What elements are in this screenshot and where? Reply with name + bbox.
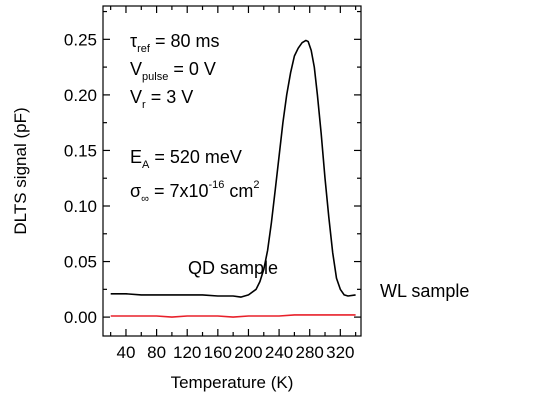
series-line-qd-sample bbox=[110, 39, 356, 298]
y-tick-label: 0.25 bbox=[64, 30, 97, 49]
x-tick-label: 120 bbox=[173, 343, 201, 362]
y-tick-label: 0.15 bbox=[64, 141, 97, 160]
x-axis-title: Temperature (K) bbox=[171, 373, 294, 392]
plot-frame bbox=[102, 5, 362, 337]
axis-tick-labels: 40 80 120 160 200 240 280 320 0.00 0.05 0.10 0.15 0.… bbox=[64, 30, 355, 362]
series-line-wl-sample bbox=[110, 314, 356, 318]
x-tick-label: 200 bbox=[234, 343, 262, 362]
x-tick-label: 320 bbox=[326, 343, 354, 362]
series-label-wl-sample: WL sample bbox=[380, 281, 469, 301]
y-tick-label: 0.05 bbox=[64, 253, 97, 272]
y-tick-label: 0.00 bbox=[64, 308, 97, 327]
x-tick-label: 240 bbox=[265, 343, 293, 362]
x-tick-label: 160 bbox=[204, 343, 232, 362]
sigma-annotation: σ∞ = 7x10-16 cm2 bbox=[130, 179, 260, 205]
x-tick-label: 40 bbox=[117, 343, 136, 362]
tau-ref-annotation: τref = 80 ms bbox=[130, 31, 220, 55]
v-pulse-annotation: Vpulse = 0 V bbox=[130, 59, 216, 83]
series-label-qd-sample: QD sample bbox=[188, 258, 278, 278]
x-tick-label: 80 bbox=[147, 343, 166, 362]
y-tick-label: 0.20 bbox=[64, 86, 97, 105]
e-a-annotation: EA = 520 meV bbox=[130, 147, 242, 171]
x-tick-label: 280 bbox=[296, 343, 324, 362]
y-axis-title: DLTS signal (pF) bbox=[11, 107, 30, 234]
axis-ticks bbox=[103, 6, 361, 336]
v-r-annotation: Vr = 3 V bbox=[130, 87, 193, 111]
y-tick-label: 0.10 bbox=[64, 197, 97, 216]
series-lines bbox=[110, 39, 356, 318]
